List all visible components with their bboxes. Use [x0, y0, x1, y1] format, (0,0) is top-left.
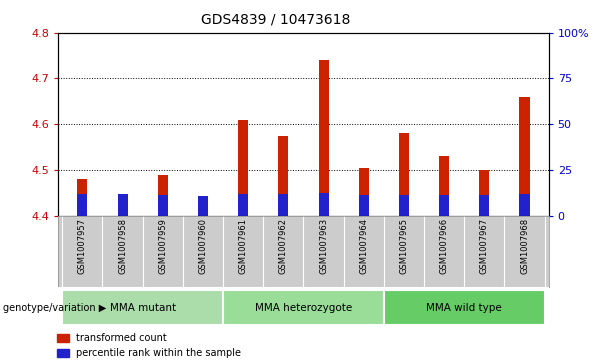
Text: GSM1007968: GSM1007968 [520, 218, 529, 274]
Bar [519, 97, 530, 216]
Bar [118, 209, 128, 216]
Text: GSM1007959: GSM1007959 [158, 218, 167, 274]
Bar [359, 195, 369, 216]
Bar [479, 170, 489, 216]
Bar [223, 290, 384, 325]
Text: GSM1007967: GSM1007967 [480, 218, 489, 274]
Text: genotype/variation ▶: genotype/variation ▶ [3, 303, 106, 313]
Bar [384, 290, 544, 325]
Bar [158, 175, 168, 216]
Bar [439, 156, 449, 216]
Text: GSM1007958: GSM1007958 [118, 218, 127, 274]
Legend: transformed count, percentile rank within the sample: transformed count, percentile rank withi… [57, 333, 242, 358]
Bar [238, 194, 248, 216]
Bar [399, 195, 409, 216]
Text: GSM1007961: GSM1007961 [238, 218, 248, 274]
Bar [198, 204, 208, 216]
Text: MMA wild type: MMA wild type [427, 303, 502, 313]
Text: GSM1007962: GSM1007962 [279, 218, 288, 274]
Bar [278, 136, 288, 216]
Text: GDS4839 / 10473618: GDS4839 / 10473618 [201, 13, 351, 27]
Text: GSM1007963: GSM1007963 [319, 218, 328, 274]
Text: MMA heterozygote: MMA heterozygote [255, 303, 352, 313]
Bar [479, 195, 489, 216]
Text: GSM1007964: GSM1007964 [359, 218, 368, 274]
Bar [77, 194, 88, 216]
Text: GSM1007960: GSM1007960 [199, 218, 207, 274]
Bar [158, 195, 168, 216]
Bar [519, 194, 530, 216]
Text: GSM1007957: GSM1007957 [78, 218, 87, 274]
Bar [319, 60, 329, 216]
Text: MMA mutant: MMA mutant [110, 303, 176, 313]
Bar [77, 179, 88, 216]
Bar [198, 196, 208, 216]
Bar [359, 168, 369, 216]
Bar [63, 290, 223, 325]
Bar [439, 195, 449, 216]
Text: GSM1007965: GSM1007965 [400, 218, 408, 274]
Bar [319, 193, 329, 216]
Bar [238, 120, 248, 216]
Bar [399, 134, 409, 216]
Bar [118, 194, 128, 216]
Text: GSM1007966: GSM1007966 [440, 218, 449, 274]
Bar [278, 194, 288, 216]
